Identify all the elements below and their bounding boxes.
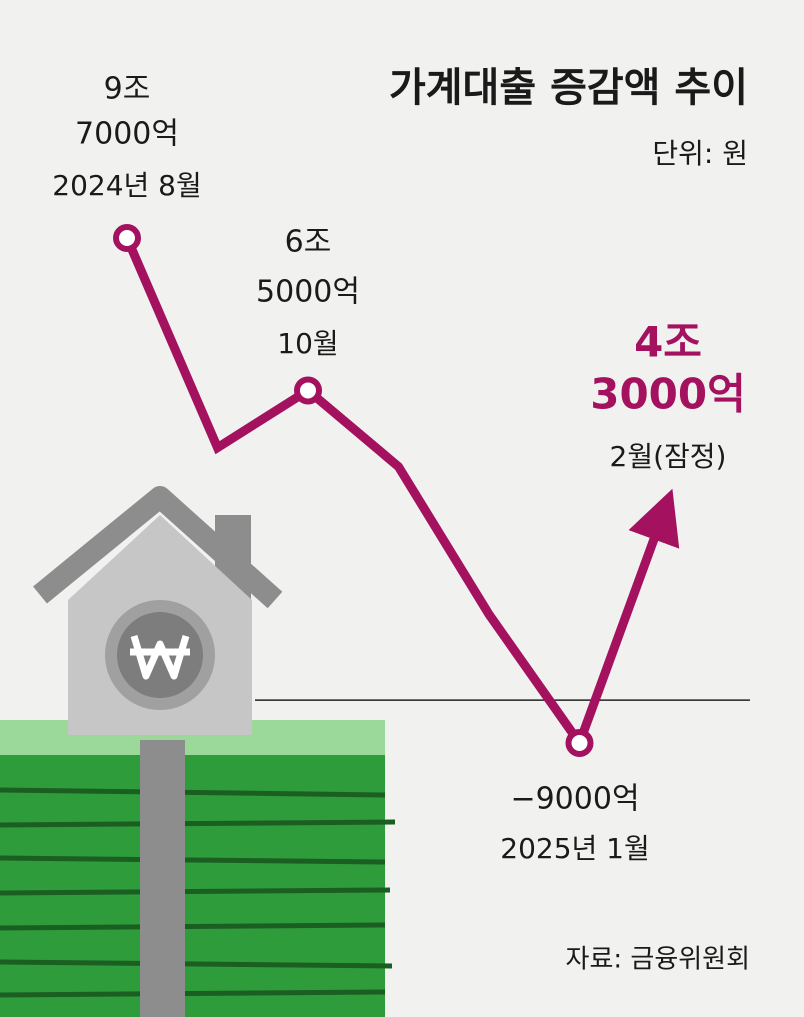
chart-title: 가계대출 증감액 추이 bbox=[389, 65, 748, 111]
value-label: 3000억 bbox=[590, 370, 746, 419]
point-marker bbox=[565, 729, 594, 757]
value-label: 9조 bbox=[104, 72, 151, 107]
won-symbol bbox=[130, 634, 190, 680]
house-post bbox=[140, 740, 185, 1017]
unit-note: 단위: 원 bbox=[652, 137, 748, 170]
house-illustration bbox=[0, 486, 396, 1017]
category-label: 2025년 1월 bbox=[500, 832, 650, 865]
value-label: −9000억 bbox=[510, 782, 639, 817]
source-note: 자료: 금융위원회 bbox=[566, 945, 750, 975]
point-marker bbox=[294, 376, 322, 405]
category-label: 2024년 8월 bbox=[52, 169, 202, 202]
value-label: 5000억 bbox=[256, 275, 360, 310]
value-label: 4조 bbox=[634, 318, 702, 367]
point-marker bbox=[113, 224, 141, 252]
value-label: 6조 bbox=[285, 225, 332, 260]
value-label: 7000억 bbox=[75, 117, 179, 152]
category-label: 2월(잠정) bbox=[610, 440, 727, 473]
money-edges bbox=[0, 787, 396, 998]
category-label: 10월 bbox=[277, 327, 338, 360]
roof bbox=[33, 486, 283, 609]
money-stack bbox=[0, 755, 385, 1017]
